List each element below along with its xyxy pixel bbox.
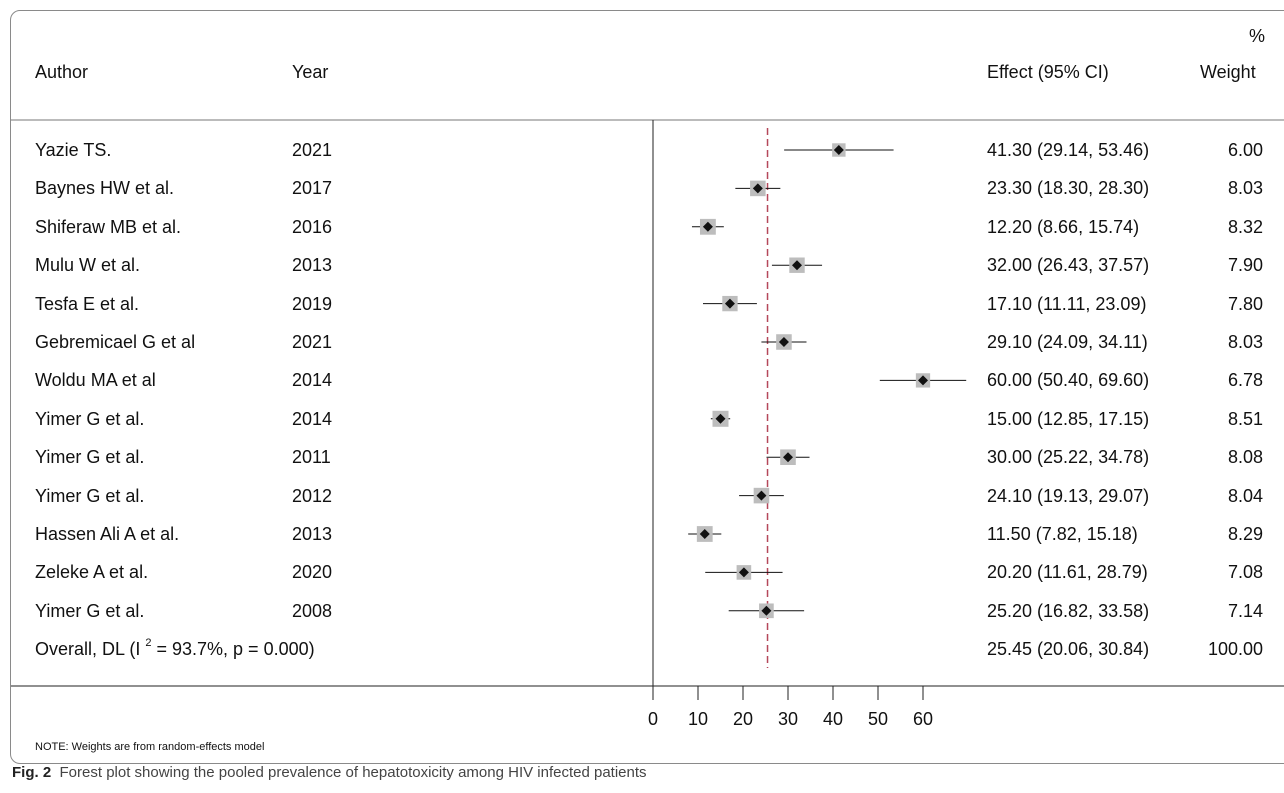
point-estimate-marker — [833, 145, 844, 155]
study-effect: 30.00 (25.22, 34.78) — [987, 447, 1150, 468]
study-author: Mulu W et al. — [35, 255, 141, 276]
point-estimate-marker — [702, 221, 713, 232]
study-year: 2014 — [292, 370, 333, 391]
point-estimate-marker — [918, 375, 928, 386]
point-estimate-marker — [738, 567, 749, 578]
point-estimate-marker — [783, 452, 793, 463]
study-weight: 7.14 — [1227, 600, 1263, 621]
study-author: Baynes HW et al. — [35, 178, 175, 199]
header-weight-percent: % — [1249, 26, 1266, 46]
overall-weight: 100.00 — [1207, 639, 1263, 660]
study-year: 2017 — [292, 178, 333, 199]
point-estimate-marker — [761, 605, 772, 616]
study-year: 2019 — [292, 293, 333, 314]
study-author: Yimer G et al. — [35, 600, 145, 621]
study-author: Woldu MA et al — [35, 370, 156, 391]
study-effect: 11.50 (7.82, 15.18) — [987, 524, 1138, 544]
study-weight: 8.03 — [1227, 178, 1263, 199]
study-weight: 7.08 — [1227, 562, 1263, 583]
header-effect: Effect (95% CI) — [987, 62, 1109, 82]
model-note: NOTE: Weights are from random-effects mo… — [35, 741, 265, 753]
caption-text: Forest plot showing the pooled prevalenc… — [59, 764, 647, 781]
study-author: Tesfa E et al. — [35, 293, 140, 314]
study-year: 2021 — [292, 332, 333, 352]
point-estimate-marker — [756, 490, 767, 501]
study-effect: 24.10 (19.13, 29.07) — [987, 485, 1150, 506]
study-weight: 8.04 — [1227, 485, 1263, 506]
study-year: 2012 — [292, 485, 333, 506]
x-tick-label-30: 30 — [778, 709, 798, 729]
study-year: 2021 — [292, 140, 333, 160]
study-effect: 60.00 (50.40, 69.60) — [987, 370, 1150, 391]
overall-label-superscript: 2 — [145, 637, 152, 650]
study-author: Yimer G et al. — [35, 408, 145, 429]
header-weight: Weight — [1200, 62, 1256, 82]
study-year: 2013 — [292, 524, 333, 544]
point-estimate-marker — [752, 183, 763, 194]
study-weight: 8.03 — [1227, 332, 1263, 352]
point-estimate-marker — [724, 298, 735, 309]
header-author: Author — [35, 62, 89, 82]
study-year: 2014 — [292, 408, 333, 429]
study-weight: 7.90 — [1227, 255, 1263, 276]
study-author: Yazie TS. — [35, 140, 112, 160]
study-author: Hassen Ali A et al. — [35, 524, 180, 544]
point-estimate-marker — [715, 413, 726, 424]
overall-label-suffix: = 93.7%, p = 0.000) — [151, 639, 315, 660]
study-year: 2016 — [292, 216, 333, 237]
study-year: 2008 — [292, 600, 333, 621]
figure-frame — [10, 10, 1284, 764]
study-weight: 8.29 — [1227, 524, 1263, 544]
study-author: Yimer G et al. — [35, 447, 145, 468]
point-estimate-marker — [792, 260, 802, 271]
header-year: Year — [292, 62, 329, 82]
study-weight: 6.00 — [1227, 140, 1263, 160]
overall-label: Overall, DL (I 2 = 93.7%, p = 0.000) — [35, 637, 315, 662]
x-tick-label-60: 60 — [913, 709, 933, 729]
x-tick-label-0: 0 — [648, 709, 658, 729]
study-effect: 20.20 (11.61, 28.79) — [987, 562, 1148, 583]
overall-effect: 25.45 (20.06, 30.84) — [987, 639, 1150, 660]
study-author: Gebremicael G et al — [35, 332, 196, 352]
study-author: Shiferaw MB et al. — [35, 216, 182, 237]
study-effect: 32.00 (26.43, 37.57) — [987, 255, 1150, 276]
study-author: Yimer G et al. — [35, 485, 145, 506]
study-effect: 29.10 (24.09, 34.11) — [987, 332, 1148, 352]
caption-label: Fig. 2 — [12, 764, 52, 781]
x-tick-label-20: 20 — [733, 709, 753, 729]
study-year: 2011 — [292, 447, 331, 468]
study-weight: 8.51 — [1227, 408, 1263, 429]
study-effect: 12.20 (8.66, 15.74) — [987, 216, 1140, 237]
x-tick-label-10: 10 — [688, 709, 708, 729]
study-effect: 23.30 (18.30, 28.30) — [987, 178, 1150, 199]
study-effect: 15.00 (12.85, 17.15) — [987, 408, 1150, 429]
point-estimate-marker — [699, 529, 710, 539]
figure-caption: Fig. 2 Forest plot showing the pooled pr… — [12, 764, 647, 781]
overall-label-prefix: Overall, DL (I — [35, 639, 146, 660]
x-tick-label-50: 50 — [868, 709, 888, 729]
study-weight: 7.80 — [1227, 293, 1263, 314]
study-weight: 8.32 — [1227, 216, 1263, 237]
study-weight: 8.08 — [1227, 447, 1263, 468]
study-weight: 6.78 — [1227, 370, 1263, 391]
study-effect: 41.30 (29.14, 53.46) — [987, 140, 1150, 160]
x-tick-label-40: 40 — [823, 709, 843, 729]
study-effect: 25.20 (16.82, 33.58) — [987, 600, 1150, 621]
study-year: 2020 — [292, 562, 333, 583]
study-year: 2013 — [292, 255, 333, 276]
point-estimate-marker — [778, 337, 789, 347]
study-effect: 17.10 (11.11, 23.09) — [987, 293, 1147, 314]
study-author: Zeleke A et al. — [35, 562, 149, 583]
